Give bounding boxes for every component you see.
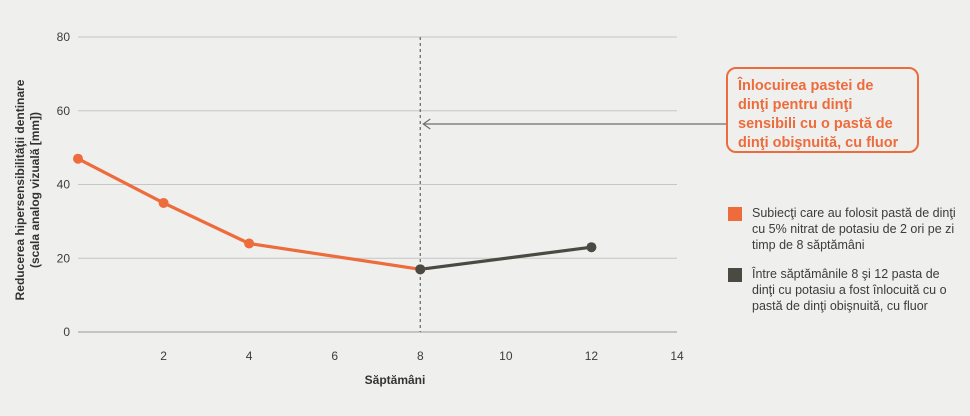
legend-swatch-dark — [728, 268, 742, 282]
series-1-point-1 — [586, 242, 597, 253]
x-tick-10: 10 — [499, 349, 513, 363]
arrow-head — [422, 118, 431, 130]
x-tick-labels: 2 4 6 8 10 12 14 — [160, 349, 684, 363]
y-tick-80: 80 — [57, 30, 71, 44]
annotation-callout: Înlocuirea pastei de dinţi pentru dinţi … — [726, 67, 919, 153]
y-axis-title-line1: Reducerea hipersensibilităţii dentinare — [13, 79, 27, 300]
series-lines — [73, 153, 597, 275]
x-tick-8: 8 — [417, 349, 424, 363]
x-tick-6: 6 — [331, 349, 338, 363]
y-tick-0: 0 — [63, 325, 70, 339]
series-0-point-0 — [73, 153, 83, 164]
legend-swatch-orange — [728, 207, 742, 221]
x-tick-4: 4 — [246, 349, 253, 363]
legend-label-orange: Subiecţi care au folosit pastă de dinţi … — [752, 206, 956, 252]
series-1-line — [420, 245, 592, 271]
grid-lines — [78, 36, 677, 333]
legend-item-orange: Subiecţi care au folosit pastă de dinţi … — [728, 205, 958, 253]
x-tick-2: 2 — [160, 349, 167, 363]
y-tick-labels: 0 20 40 60 80 — [57, 30, 71, 339]
series-0-line — [77, 157, 421, 271]
legend-item-dark: Între săptămânile 8 şi 12 pasta de dinţi… — [728, 266, 958, 314]
series-0-point-1 — [158, 197, 169, 208]
series-1-point-0 — [415, 264, 426, 275]
legend-label-dark: Între săptămânile 8 şi 12 pasta de dinţi… — [752, 267, 947, 313]
y-tick-60: 60 — [57, 104, 71, 118]
series-0-point-2 — [244, 238, 255, 249]
callout-arrow — [422, 118, 726, 130]
x-tick-12: 12 — [585, 349, 599, 363]
x-tick-14: 14 — [670, 349, 684, 363]
y-tick-40: 40 — [57, 178, 71, 192]
y-axis-title-line2: (scala analog vizuală [mm]) — [28, 112, 42, 268]
y-tick-20: 20 — [57, 251, 71, 265]
x-axis-title: Săptămâni — [365, 373, 426, 387]
